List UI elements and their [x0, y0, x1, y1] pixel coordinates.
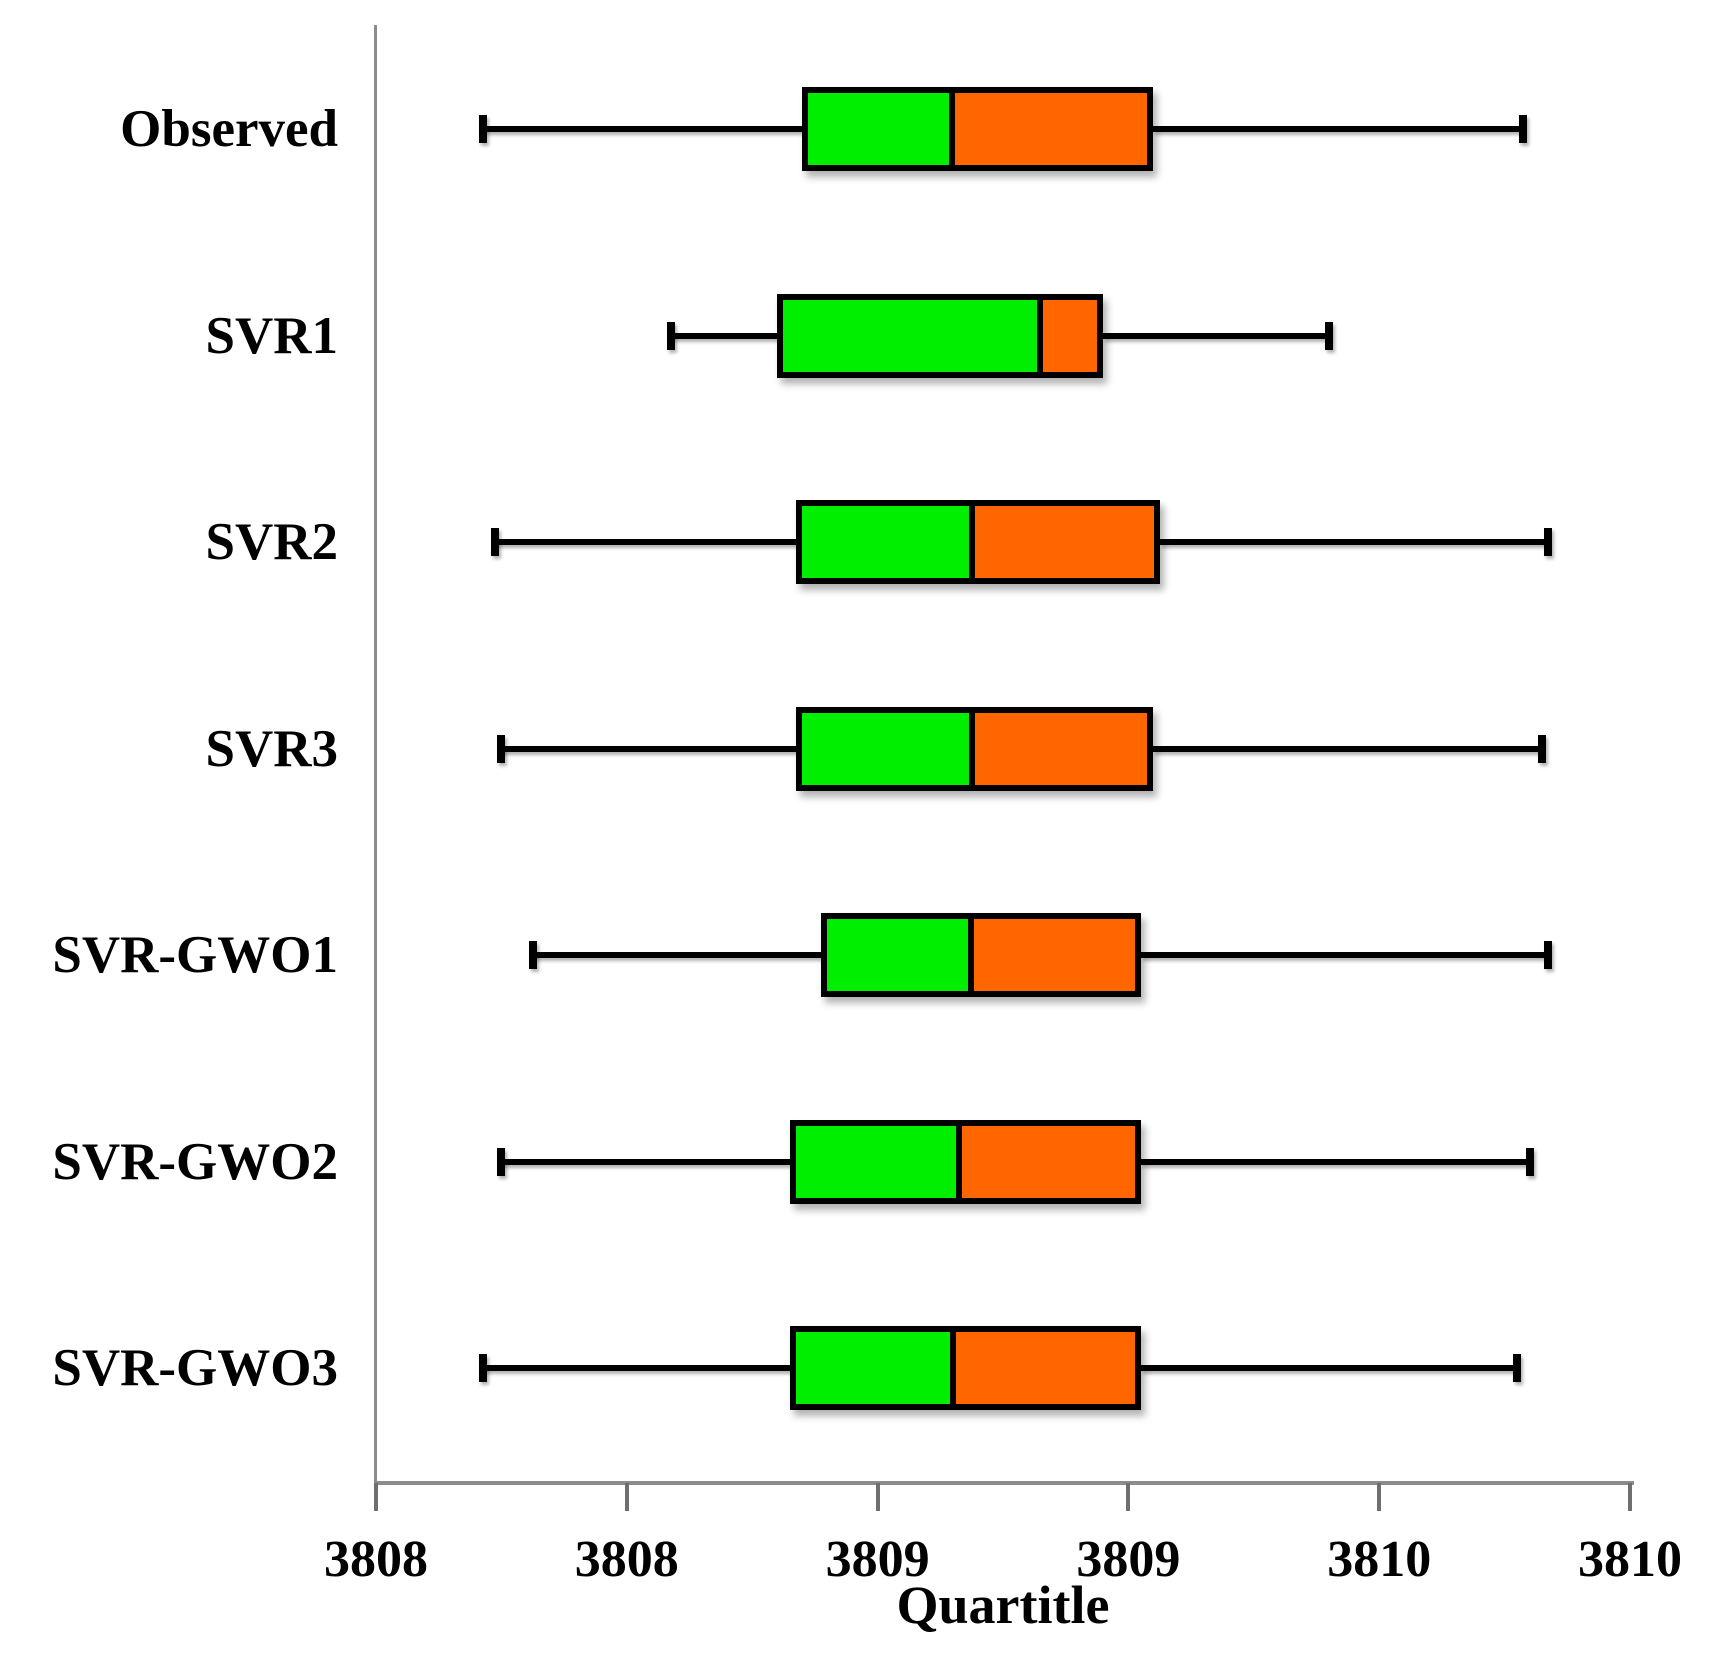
median-q3-segment-svr3	[975, 712, 1148, 785]
whisker-left-svr-gwo2	[501, 1158, 790, 1165]
x-tick-label-4: 3810	[1327, 1531, 1432, 1588]
whisker-cap-max-svr-gwo1	[1544, 941, 1553, 969]
q1-median-segment-svr-gwo2	[795, 1125, 956, 1198]
whisker-left-svr-gwo1	[532, 952, 822, 958]
whisker-cap-min-svr-gwo3	[478, 1354, 487, 1382]
category-label-svr3: SVR3	[205, 719, 338, 778]
x-tick-mark-3	[1126, 1483, 1131, 1511]
x-tick-label-3: 3809	[1076, 1531, 1181, 1588]
category-label-svr-gwo3: SVR-GWO3	[52, 1339, 338, 1397]
median-line-svr2	[969, 506, 976, 578]
whisker-left-svr1	[670, 332, 778, 339]
q1-median-segment-svr2	[802, 506, 970, 578]
category-label-svr-gwo2: SVR-GWO2	[52, 1132, 338, 1191]
x-tick-mark-0	[374, 1483, 378, 1511]
iqr-box-svr-gwo2	[789, 1119, 1141, 1204]
x-tick-mark-5	[1628, 1483, 1632, 1511]
whisker-left-svr-gwo3	[482, 1365, 790, 1371]
whisker-cap-max-svr2	[1544, 528, 1553, 556]
whisker-left-observed	[482, 126, 803, 132]
iqr-box-svr2	[796, 500, 1160, 584]
whisker-cap-max-observed	[1519, 115, 1528, 143]
median-line-svr1	[1037, 299, 1044, 372]
whisker-right-svr-gwo1	[1140, 952, 1549, 958]
category-label-svr1: SVR1	[205, 306, 338, 365]
x-axis-title: Quartitle	[896, 1575, 1110, 1635]
x-tick-mark-1	[624, 1483, 629, 1511]
q1-median-segment-observed	[808, 93, 950, 165]
iqr-box-svr1	[777, 293, 1104, 378]
median-q3-segment-observed	[955, 93, 1148, 165]
x-tick-mark-4	[1377, 1483, 1382, 1511]
q1-median-segment-svr3	[802, 712, 970, 785]
iqr-box-observed	[802, 87, 1154, 171]
whisker-cap-min-svr3	[497, 734, 506, 763]
whisker-cap-max-svr-gwo3	[1513, 1354, 1522, 1382]
whisker-cap-min-observed	[478, 115, 487, 143]
iqr-box-svr-gwo3	[789, 1326, 1141, 1410]
iqr-box-svr-gwo1	[821, 913, 1141, 997]
whisker-left-svr2	[495, 539, 797, 545]
median-line-svr-gwo3	[949, 1332, 956, 1404]
x-tick-label-2: 3809	[825, 1531, 930, 1588]
median-q3-segment-svr-gwo2	[961, 1125, 1135, 1198]
median-q3-segment-svr-gwo3	[955, 1332, 1135, 1404]
whisker-right-svr3	[1153, 745, 1543, 752]
x-tick-label-1: 3808	[574, 1531, 679, 1588]
whisker-left-svr3	[501, 745, 797, 752]
iqr-box-svr3	[796, 706, 1154, 791]
x-tick-label-0: 3808	[324, 1531, 428, 1588]
category-label-observed: Observed	[120, 100, 338, 158]
whisker-right-svr1	[1103, 332, 1330, 339]
q1-median-segment-svr-gwo3	[795, 1332, 950, 1404]
median-line-svr-gwo2	[955, 1125, 962, 1198]
whisker-right-svr-gwo3	[1140, 1365, 1518, 1371]
x-tick-mark-2	[875, 1483, 880, 1511]
whisker-cap-max-svr1	[1325, 321, 1334, 350]
y-axis-line	[374, 25, 377, 1483]
x-tick-label-5: 3810	[1578, 1531, 1682, 1588]
whisker-right-svr2	[1159, 539, 1549, 545]
median-line-svr-gwo1	[968, 919, 975, 991]
whisker-right-svr-gwo2	[1140, 1158, 1530, 1165]
whisker-cap-min-svr2	[491, 528, 500, 556]
whisker-cap-min-svr1	[666, 321, 675, 350]
whisker-right-observed	[1153, 126, 1524, 132]
q1-median-segment-svr1	[783, 299, 1038, 372]
q1-median-segment-svr-gwo1	[827, 919, 969, 991]
category-label-svr2: SVR2	[205, 513, 338, 571]
whisker-cap-max-svr3	[1538, 734, 1547, 763]
whisker-cap-min-svr-gwo1	[528, 941, 537, 969]
median-line-svr3	[969, 712, 976, 785]
median-q3-segment-svr2	[975, 506, 1154, 578]
x-axis-line	[374, 1481, 1634, 1485]
category-label-svr-gwo1: SVR-GWO1	[52, 926, 338, 984]
median-q3-segment-svr1	[1043, 299, 1098, 372]
median-line-observed	[949, 93, 956, 165]
median-q3-segment-svr-gwo1	[974, 919, 1135, 991]
whisker-cap-max-svr-gwo2	[1525, 1147, 1534, 1176]
whisker-cap-min-svr-gwo2	[497, 1147, 506, 1176]
